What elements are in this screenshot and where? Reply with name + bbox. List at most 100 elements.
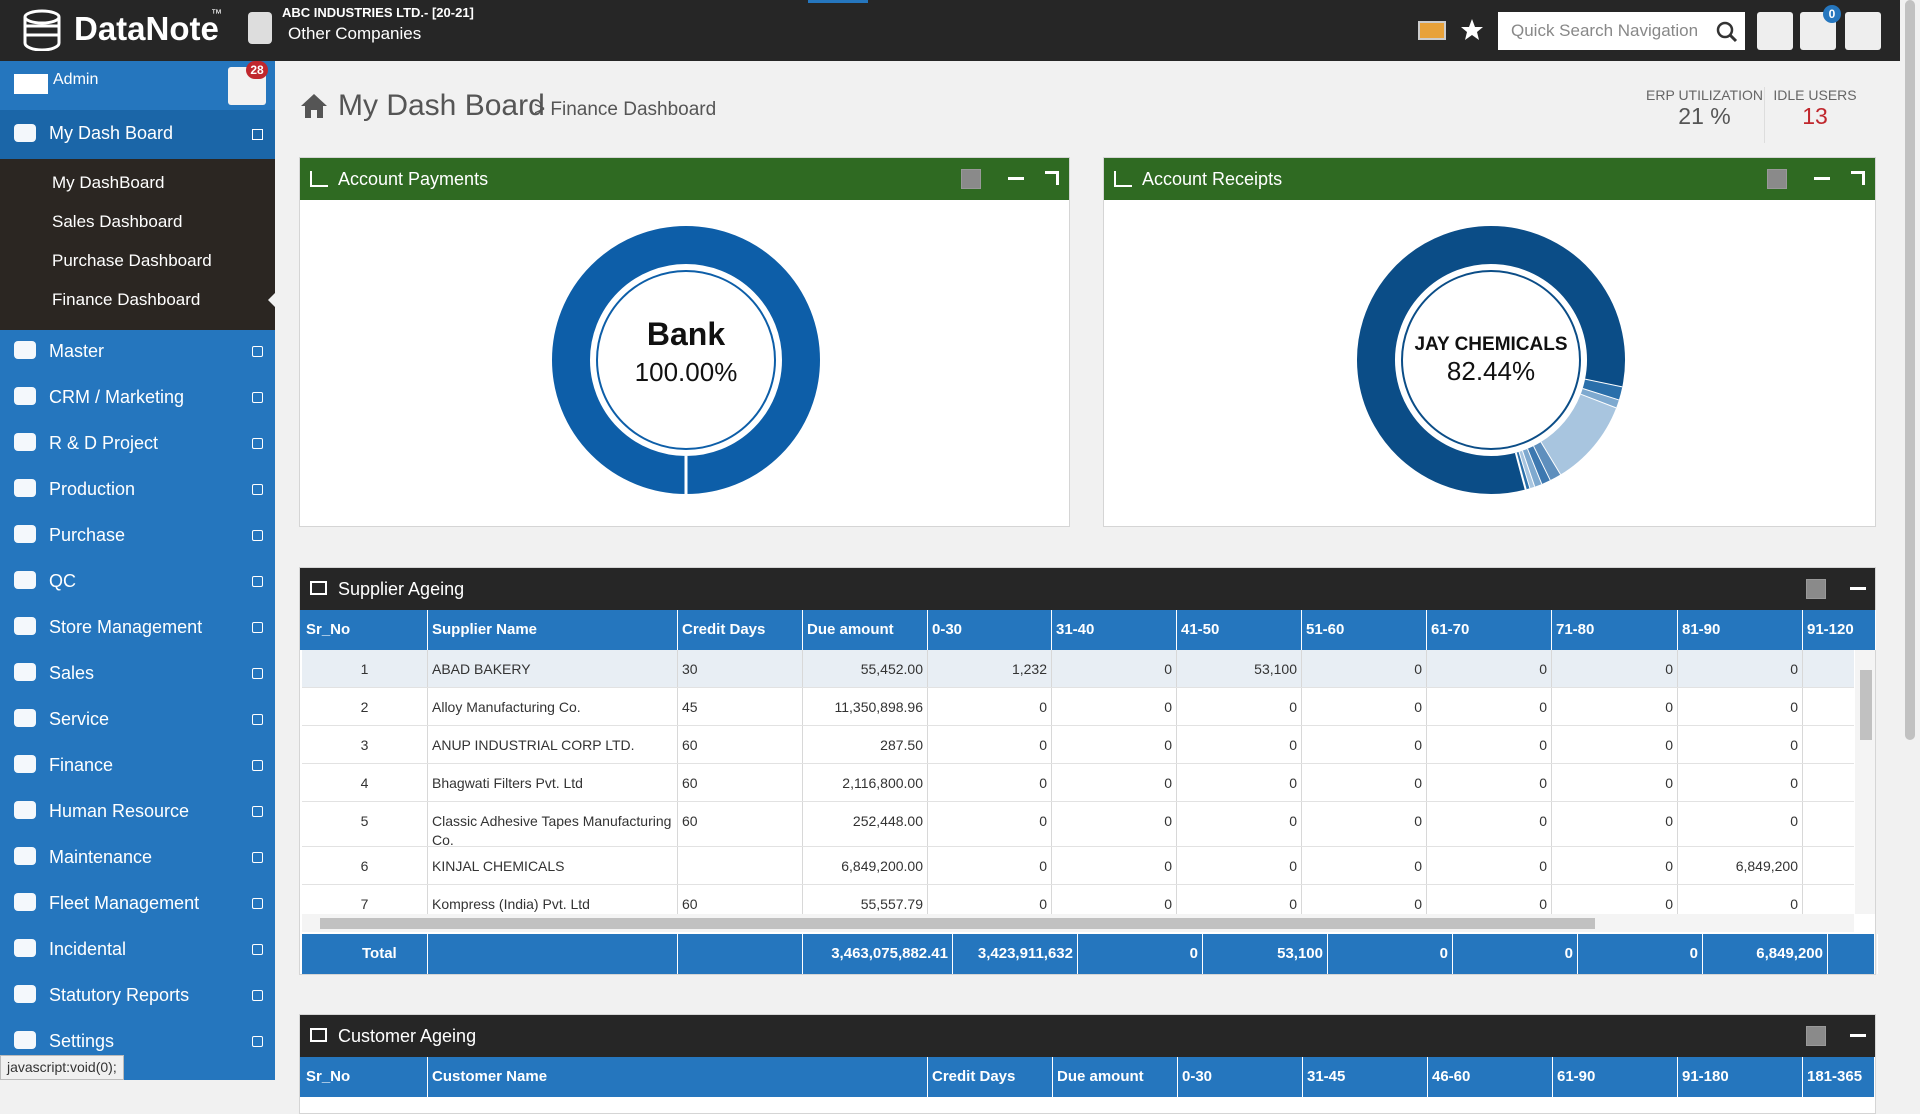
stat-label: IDLE USERS [1773, 87, 1857, 103]
column-header[interactable]: Supplier Name [428, 610, 678, 650]
expand-icon[interactable] [252, 944, 263, 955]
alert-badge: 28 [246, 61, 268, 79]
column-header[interactable]: 61-90 [1553, 1057, 1678, 1097]
search-box[interactable]: Quick Search Navigation [1498, 12, 1745, 50]
table-cell: 30 [678, 650, 803, 687]
menu-item[interactable]: Master [0, 328, 275, 374]
donut-slice [1581, 379, 1622, 401]
submenu-item[interactable]: Finance Dashboard [0, 281, 275, 319]
expand-icon[interactable] [252, 576, 263, 587]
scroll-thumb[interactable] [320, 918, 1595, 929]
expand-icon[interactable] [252, 898, 263, 909]
expand-icon[interactable] [252, 438, 263, 449]
column-header[interactable]: 71-80 [1552, 610, 1678, 650]
table-cell: 4 [302, 764, 428, 801]
menu-item[interactable]: Service [0, 696, 275, 742]
column-header[interactable]: Due amount [803, 610, 928, 650]
table-header: Sr_No Supplier Name Credit Days Due amount 0… [300, 610, 1876, 650]
column-header[interactable]: 51-60 [1302, 610, 1427, 650]
menu-item[interactable]: Maintenance [0, 834, 275, 880]
menu-item[interactable]: CRM / Marketing [0, 374, 275, 420]
menu-icon [14, 663, 36, 681]
column-header[interactable]: 41-50 [1177, 610, 1302, 650]
submenu-item[interactable]: Purchase Dashboard [0, 242, 275, 280]
chart-icon [1114, 171, 1132, 187]
column-header[interactable]: 31-45 [1303, 1057, 1428, 1097]
column-header[interactable]: 91-120 [1803, 610, 1876, 650]
color-button[interactable] [1806, 1026, 1826, 1046]
expand-icon[interactable] [252, 714, 263, 725]
expand-icon[interactable] [252, 806, 263, 817]
user-name[interactable]: Admin [53, 71, 99, 88]
column-header[interactable]: Due amount [1053, 1057, 1178, 1097]
column-header[interactable]: 0-30 [928, 610, 1052, 650]
minimize-button[interactable] [1008, 177, 1024, 180]
expand-icon[interactable] [252, 668, 263, 679]
menu-item[interactable]: Store Management [0, 604, 275, 650]
expand-icon[interactable] [252, 852, 263, 863]
column-header[interactable]: 0-30 [1178, 1057, 1303, 1097]
menu-item[interactable]: Incidental [0, 926, 275, 972]
minimize-button[interactable] [1850, 1034, 1866, 1037]
minimize-button[interactable] [1850, 587, 1866, 590]
column-header[interactable]: 181-365 [1803, 1057, 1875, 1097]
minimize-button[interactable] [1814, 177, 1830, 180]
company-switch[interactable]: Other Companies [288, 24, 422, 43]
expand-icon[interactable] [252, 622, 263, 633]
expand-icon[interactable] [252, 760, 263, 771]
expand-icon[interactable] [252, 990, 263, 1001]
table-row[interactable]: 4 Bhagwati Filters Pvt. Ltd 60 2,116,800.00… [302, 764, 1854, 802]
menu-item[interactable]: Fleet Management [0, 880, 275, 926]
collapse-icon[interactable] [252, 129, 263, 140]
column-header[interactable]: Customer Name [428, 1057, 928, 1097]
favorite-icon[interactable] [1460, 18, 1484, 42]
color-button[interactable] [1767, 169, 1787, 189]
page-scrollbar[interactable] [1900, 0, 1920, 1080]
table-row[interactable]: 2 Alloy Manufacturing Co. 45 11,350,898.96 0… [302, 688, 1854, 726]
color-button[interactable] [1806, 579, 1826, 599]
menu-item[interactable]: Statutory Reports [0, 972, 275, 1018]
column-header[interactable]: 91-180 [1678, 1057, 1803, 1097]
menu-item[interactable]: Human Resource [0, 788, 275, 834]
expand-button[interactable] [1045, 171, 1059, 185]
color-button[interactable] [961, 169, 981, 189]
expand-icon[interactable] [252, 1036, 263, 1047]
column-header[interactable]: Sr_No [302, 1057, 428, 1097]
logout-button[interactable] [1757, 12, 1793, 50]
search-icon[interactable] [1716, 21, 1738, 43]
submenu-item[interactable]: My DashBoard [0, 164, 275, 202]
table-row[interactable]: 3 ANUP INDUSTRIAL CORP LTD. 60 287.50 0 0 0 0 0 0… [302, 726, 1854, 764]
column-header[interactable]: Credit Days [928, 1057, 1053, 1097]
expand-icon[interactable] [252, 530, 263, 541]
table-row[interactable]: 5 Classic Adhesive Tapes Manufacturing Co… [302, 802, 1854, 847]
flag-icon[interactable] [1418, 21, 1446, 40]
column-header[interactable]: 81-90 [1678, 610, 1803, 650]
menu-item[interactable]: Production [0, 466, 275, 512]
donut-slice [1526, 446, 1550, 485]
submenu-item[interactable]: Sales Dashboard [0, 203, 275, 241]
menu-item[interactable]: Sales [0, 650, 275, 696]
mic-button[interactable] [248, 12, 272, 44]
menu-item[interactable]: Settings [0, 1018, 275, 1064]
column-header[interactable]: Sr_No [302, 610, 428, 650]
column-header[interactable]: 31-40 [1052, 610, 1177, 650]
expand-icon[interactable] [252, 392, 263, 403]
menu-item[interactable]: QC [0, 558, 275, 604]
expand-button[interactable] [1851, 171, 1865, 185]
column-header[interactable]: 61-70 [1427, 610, 1552, 650]
total-cell: 3,463,075,882.41 [803, 934, 953, 974]
table-row[interactable]: 1 ABAD BAKERY 30 55,452.00 1,232 0 53,100 0 0 0 0 [302, 650, 1854, 688]
expand-icon[interactable] [252, 484, 263, 495]
menu-button[interactable] [1845, 12, 1881, 50]
expand-icon[interactable] [252, 346, 263, 357]
table-cell: 0 [1552, 802, 1678, 846]
table-row[interactable]: 7 Kompress (India) Pvt. Ltd 60 55,557.79 0 0 0… [302, 885, 1854, 914]
column-header[interactable]: 46-60 [1428, 1057, 1553, 1097]
menu-item[interactable]: Purchase [0, 512, 275, 558]
menu-item[interactable]: R & D Project [0, 420, 275, 466]
table-row[interactable]: 6 KINJAL CHEMICALS 6,849,200.00 0 0 0 0 0 0 6,849… [302, 847, 1854, 885]
menu-item[interactable]: Finance [0, 742, 275, 788]
column-header[interactable]: Credit Days [678, 610, 803, 650]
active-menu[interactable]: My Dash Board [0, 110, 275, 159]
scroll-thumb[interactable] [1860, 670, 1872, 740]
